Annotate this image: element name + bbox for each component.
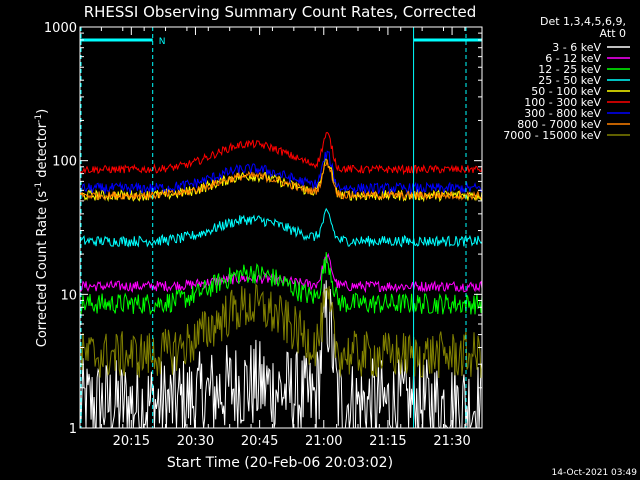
y-axis-label: Corrected Count Rate (s-1 detector-1) [34, 109, 50, 347]
legend-header-0: Det 1,3,4,5,6,9, [540, 15, 626, 28]
series-layer [79, 131, 483, 429]
y-tick-label-0: 1 [69, 422, 77, 437]
legend-label-7: 800 - 7000 keV [517, 118, 601, 131]
y-tick-label-1: 10 [60, 288, 77, 303]
legend-label-2: 12 - 25 keV [538, 63, 601, 76]
legend-label-1: 6 - 12 keV [545, 52, 601, 65]
axis-layer: 1 10 100 1000 20:15 20:30 20:45 21:00 21:15 21:30 [44, 21, 482, 449]
x-tick-label-4: 21:15 [369, 434, 406, 449]
series-line-3 [79, 207, 483, 248]
series-line-6 [79, 150, 483, 196]
legend-label-0: 3 - 6 keV [552, 41, 601, 54]
series-line-0 [79, 280, 483, 429]
x-tick-label-3: 21:00 [305, 434, 342, 449]
footer-timestamp: 14-Oct-2021 03:49 [552, 468, 638, 478]
x-tick-label-2: 20:45 [241, 434, 278, 449]
chart-title: RHESSI Observing Summary Count Rates, Co… [84, 3, 477, 21]
series-line-2 [79, 252, 483, 316]
legend-label-3: 25 - 50 keV [538, 74, 601, 87]
night-label: N [159, 37, 166, 47]
legend-label-6: 300 - 800 keV [524, 107, 601, 120]
x-axis-label: Start Time (20-Feb-06 20:03:02) [167, 455, 393, 471]
x-tick-label-5: 21:30 [433, 434, 470, 449]
x-tick-label-0: 20:15 [113, 434, 150, 449]
series-line-8 [79, 283, 483, 379]
legend-header-1: Att 0 [600, 27, 626, 40]
plot-frame [79, 26, 483, 429]
y-tick-label-3: 1000 [44, 21, 77, 36]
legend-label-8: 7000 - 15000 keV [503, 129, 601, 142]
series-line-5 [79, 131, 483, 176]
legend-label-4: 50 - 100 keV [531, 85, 601, 98]
x-tick-label-1: 20:30 [177, 434, 214, 449]
legend-label-5: 100 - 300 keV [524, 96, 601, 109]
series-line-7 [79, 159, 483, 202]
y-tick-label-2: 100 [52, 155, 77, 170]
series-line-1 [79, 252, 483, 294]
annotation-layer: N [80, 27, 482, 428]
